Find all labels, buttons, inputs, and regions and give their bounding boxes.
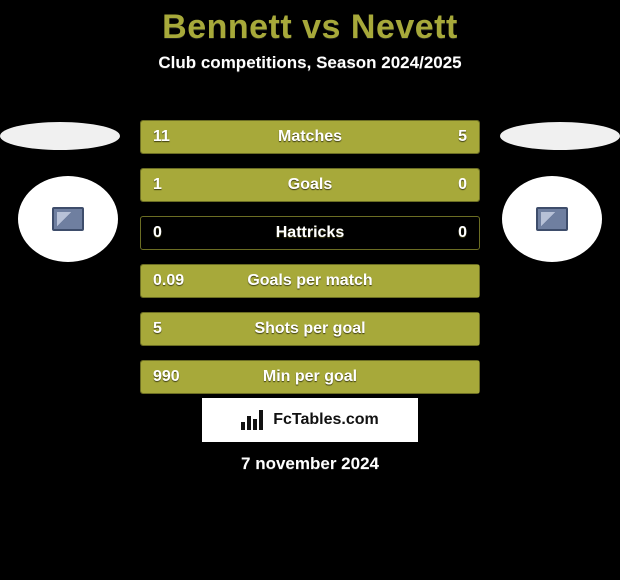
stat-row: 0.09Goals per match	[140, 264, 480, 298]
subtitle: Club competitions, Season 2024/2025	[0, 53, 620, 73]
stat-label: Hattricks	[141, 217, 479, 249]
stat-row: 00Hattricks	[140, 216, 480, 250]
stat-label: Min per goal	[141, 361, 479, 393]
left-club-crest	[0, 122, 120, 150]
right-club-crest	[500, 122, 620, 150]
right-player-avatar	[502, 176, 602, 262]
stat-label: Goals per match	[141, 265, 479, 297]
branding-badge: FcTables.com	[202, 398, 418, 442]
date-label: 7 november 2024	[0, 454, 620, 474]
stat-label: Shots per goal	[141, 313, 479, 345]
branding-bars-icon	[241, 410, 267, 430]
stat-label: Matches	[141, 121, 479, 153]
placeholder-image-icon	[536, 207, 568, 231]
stat-rows: 115Matches 10Goals 00Hattricks 0.09Goals pe…	[140, 120, 480, 408]
stat-row: 115Matches	[140, 120, 480, 154]
stat-label: Goals	[141, 169, 479, 201]
placeholder-image-icon	[52, 207, 84, 231]
branding-text: FcTables.com	[273, 411, 379, 429]
left-player-avatar	[18, 176, 118, 262]
stat-row: 990Min per goal	[140, 360, 480, 394]
page-title: Bennett vs Nevett	[0, 0, 620, 47]
stat-row: 5Shots per goal	[140, 312, 480, 346]
stat-row: 10Goals	[140, 168, 480, 202]
comparison-card: Bennett vs Nevett Club competitions, Sea…	[0, 0, 620, 580]
